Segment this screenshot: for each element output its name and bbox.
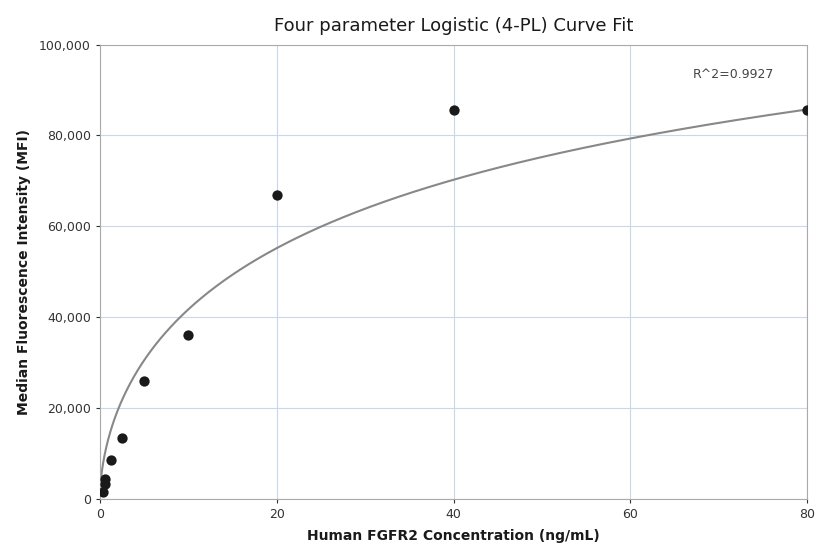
Y-axis label: Median Fluorescence Intensity (MFI): Median Fluorescence Intensity (MFI) — [17, 129, 31, 415]
X-axis label: Human FGFR2 Concentration (ng/mL): Human FGFR2 Concentration (ng/mL) — [307, 529, 600, 543]
Point — [116, 433, 129, 442]
Point — [181, 331, 195, 340]
Point — [270, 190, 284, 199]
Point — [96, 488, 109, 497]
Point — [800, 106, 814, 115]
Text: R^2=0.9927: R^2=0.9927 — [692, 68, 774, 81]
Title: Four parameter Logistic (4-PL) Curve Fit: Four parameter Logistic (4-PL) Curve Fit — [274, 17, 633, 35]
Point — [99, 474, 112, 483]
Point — [104, 456, 117, 465]
Point — [99, 480, 112, 489]
Point — [137, 376, 151, 385]
Point — [447, 106, 460, 115]
